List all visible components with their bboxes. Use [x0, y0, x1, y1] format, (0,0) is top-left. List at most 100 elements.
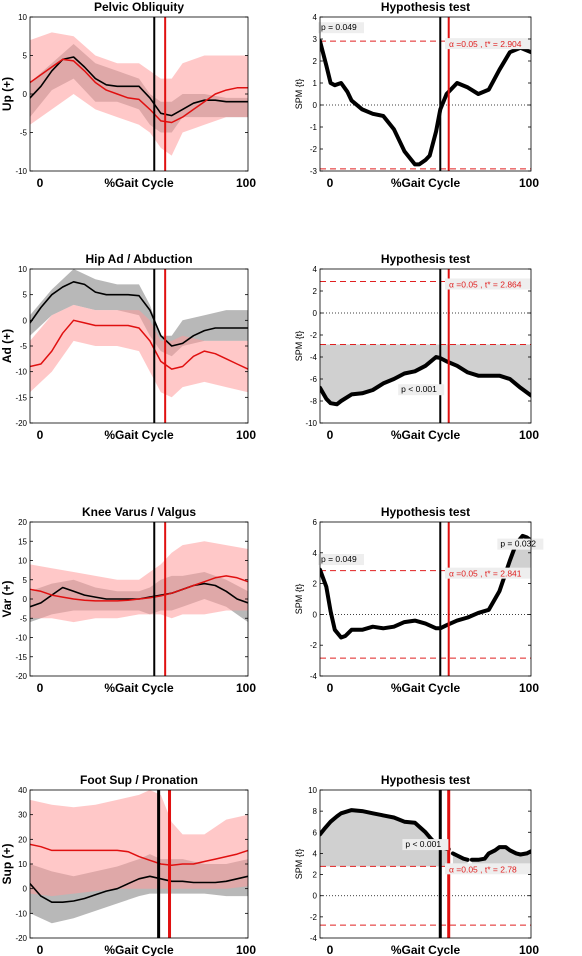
alpha-threshold-label: α =0.05 , t* = 2.78 — [449, 864, 517, 874]
alpha-threshold-label: α =0.05 , t* = 2.841 — [449, 569, 522, 579]
y-tick-label: 2 — [313, 287, 318, 296]
alpha-label-bg — [445, 567, 531, 579]
spm-t-line — [450, 851, 470, 862]
y-tick-label: 1 — [313, 79, 318, 88]
spm-t-line — [320, 533, 531, 640]
y-tick-label: 4 — [313, 549, 318, 558]
chart-panel-7: -20 -10 0 10 20 30 40 0 100 Foot Sup / Pronation%… — [0, 773, 256, 956]
y-tick-label: 10 — [18, 13, 27, 22]
y-tick-label: 0 — [313, 892, 318, 901]
x-tick-label: 0 — [37, 681, 44, 695]
reference-mean-line — [30, 281, 248, 347]
y-tick-label: -8 — [310, 397, 318, 406]
plot-area — [30, 790, 248, 938]
x-tick-label: 100 — [519, 176, 539, 190]
spm-t-line — [320, 39, 531, 167]
x-tick-label: 100 — [519, 428, 539, 442]
y-axis-label: SPM {t} — [294, 79, 304, 110]
y-axis-label: Up (+) — [0, 77, 14, 111]
x-axis-label: %Gait Cycle — [104, 681, 174, 695]
chart-panel-2: α =0.05 , t* = 2.904 p = 0.049 -3 -2 -1 0 1 2 3 4… — [294, 0, 539, 190]
y-tick-label: -20 — [15, 934, 27, 943]
y-tick-label: 0 — [313, 309, 318, 318]
x-tick-label: 100 — [236, 943, 256, 956]
y-tick-label: -5 — [20, 614, 28, 623]
spm-t-line — [320, 355, 531, 407]
subject-band — [30, 790, 248, 897]
p-value-label: p = 0.049 — [321, 554, 357, 564]
x-axis-label: %Gait Cycle — [391, 943, 461, 956]
y-tick-label: 0 — [313, 101, 318, 110]
x-axis-label: %Gait Cycle — [391, 176, 461, 190]
p-value-label-bg — [398, 384, 445, 396]
y-tick-label: -5 — [20, 342, 28, 351]
subject-mean-line — [30, 58, 248, 124]
chart-title: Hypothesis test — [381, 505, 470, 519]
y-tick-label: 4 — [313, 849, 318, 858]
y-tick-label: -5 — [20, 129, 28, 138]
p-value-label-bg — [497, 538, 544, 550]
y-tick-label: 30 — [18, 811, 27, 820]
chart-title: Hypothesis test — [381, 252, 470, 266]
y-axis-label: SPM {t} — [294, 584, 304, 615]
y-axis-label: SPM {t} — [294, 849, 304, 880]
x-tick-label: 0 — [327, 681, 334, 695]
y-tick-label: -3 — [310, 167, 318, 176]
p-value-label: p = 0.032 — [500, 539, 536, 549]
p-value-label-bg — [318, 554, 364, 566]
y-tick-label: 10 — [308, 786, 317, 795]
reference-mean-line — [30, 56, 248, 117]
plot-area — [30, 269, 248, 423]
chart-panel-8: α =0.05 , t* = 2.78p < 0.001-4-202468100… — [294, 773, 539, 956]
y-tick-label: 3 — [313, 35, 318, 44]
p-value-label: p < 0.001 — [401, 384, 437, 394]
y-axis-label: Var (+) — [0, 580, 14, 617]
y-tick-label: -15 — [15, 393, 27, 402]
y-tick-label: 4 — [313, 265, 318, 274]
x-tick-label: 100 — [519, 681, 539, 695]
chart-title: Hypothesis test — [381, 0, 470, 14]
y-tick-label: 6 — [313, 828, 318, 837]
y-tick-label: 10 — [18, 265, 27, 274]
chart-title: Pelvic Obliquity — [94, 0, 184, 14]
y-tick-label: -20 — [15, 672, 27, 681]
y-axis-label: SPM {t} — [294, 331, 304, 362]
x-tick-label: 100 — [236, 176, 256, 190]
supra-threshold-cluster — [471, 847, 531, 867]
y-tick-label: 2 — [313, 57, 318, 66]
y-tick-label: 5 — [23, 52, 28, 61]
y-tick-label: 5 — [23, 576, 28, 585]
x-tick-label: 0 — [37, 428, 44, 442]
plot-area — [30, 522, 248, 676]
y-tick-label: -2 — [310, 913, 318, 922]
y-tick-label: -10 — [15, 909, 27, 918]
chart-title: Hip Ad / Abduction — [85, 252, 192, 266]
x-axis-label: %Gait Cycle — [104, 428, 174, 442]
y-tick-label: -6 — [310, 375, 318, 384]
y-tick-label: -4 — [310, 353, 318, 362]
subject-band — [30, 32, 248, 156]
alpha-threshold-label: α =0.05 , t* = 2.864 — [449, 279, 522, 289]
y-tick-label: 0 — [23, 595, 28, 604]
y-tick-label: -10 — [15, 634, 27, 643]
y-tick-label: 5 — [23, 291, 28, 300]
supra-threshold-cluster — [320, 810, 449, 867]
y-tick-label: -2 — [310, 145, 318, 154]
y-tick-label: 2 — [313, 580, 318, 589]
subject-mean-line — [30, 575, 248, 602]
x-tick-label: 100 — [519, 943, 539, 956]
subject-band — [30, 541, 248, 623]
y-tick-label: 4 — [313, 13, 318, 22]
p-value-label-bg — [318, 22, 364, 34]
y-tick-label: 0 — [23, 316, 28, 325]
plot-area — [30, 17, 248, 171]
y-tick-label: -1 — [310, 123, 318, 132]
y-tick-label: -4 — [310, 672, 318, 681]
y-tick-label: -2 — [310, 641, 318, 650]
y-tick-label: -10 — [305, 419, 317, 428]
y-tick-label: 6 — [313, 518, 318, 527]
x-tick-label: 0 — [37, 943, 44, 956]
y-tick-label: -10 — [15, 167, 27, 176]
